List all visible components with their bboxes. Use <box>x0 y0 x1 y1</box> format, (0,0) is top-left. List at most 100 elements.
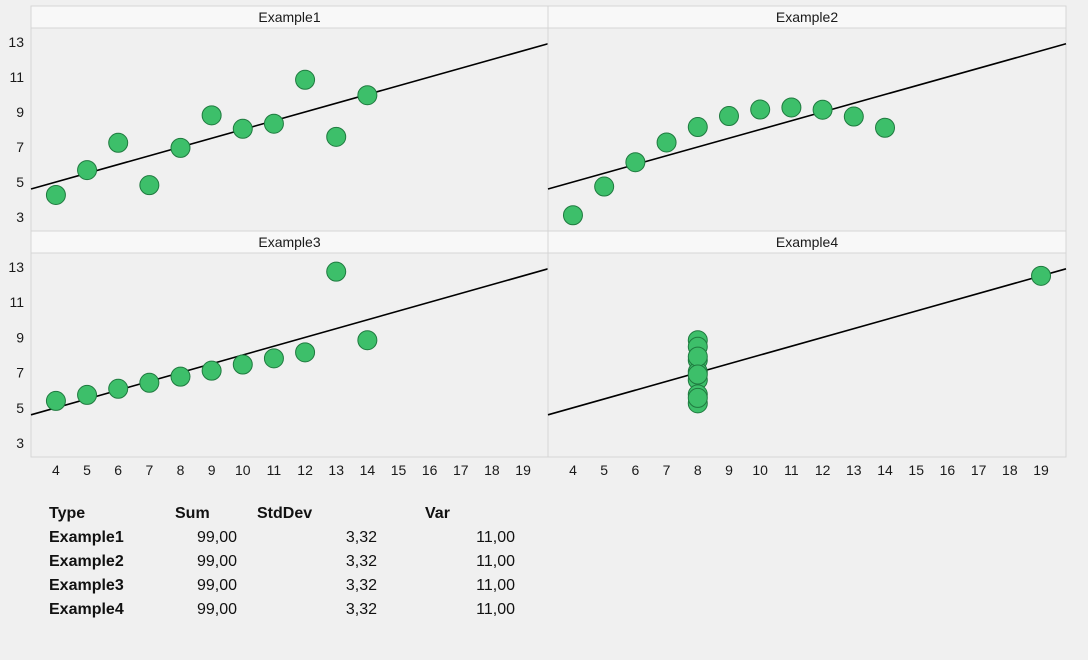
table-row: Example2 99,00 3,32 11,00 <box>49 550 515 574</box>
data-point <box>326 261 347 282</box>
x-tick-label: 17 <box>453 462 469 478</box>
x-tick-label: 9 <box>208 462 216 478</box>
data-point <box>326 126 347 147</box>
panel-example4: Example4 <box>547 230 1067 458</box>
x-tick-label: 16 <box>940 462 956 478</box>
summary-header-row: Type Sum StdDev Var <box>49 502 515 526</box>
trend-line <box>30 42 549 190</box>
x-tick-label: 16 <box>422 462 438 478</box>
data-point <box>201 105 222 126</box>
header-stddev: StdDev <box>257 505 313 522</box>
plot-area <box>30 252 549 458</box>
x-tick-label: 6 <box>631 462 639 478</box>
row-stddev: 3,32 <box>345 553 377 570</box>
x-tick-label: 6 <box>114 462 122 478</box>
trend-line <box>547 268 1067 416</box>
x-tick-label: 4 <box>52 462 60 478</box>
data-point <box>687 117 708 138</box>
x-tick-label: 15 <box>908 462 924 478</box>
table-row: Example3 99,00 3,32 11,00 <box>49 574 515 598</box>
x-tick-label: 18 <box>1002 462 1018 478</box>
data-point <box>357 85 378 106</box>
table-row: Example1 99,00 3,32 11,00 <box>49 526 515 550</box>
row-sum: 99,00 <box>196 601 237 618</box>
data-point <box>170 366 191 387</box>
data-point <box>139 175 160 196</box>
x-tick-label: 9 <box>725 462 733 478</box>
y-tick-label: 5 <box>16 400 24 416</box>
data-point <box>170 137 191 158</box>
y-tick-label: 7 <box>16 139 24 155</box>
data-point <box>656 132 677 153</box>
data-point <box>201 360 222 381</box>
panel-title: Example1 <box>258 9 320 25</box>
data-point <box>781 97 802 118</box>
y-tick-label: 5 <box>16 174 24 190</box>
x-tick-label: 14 <box>877 462 893 478</box>
x-tick-label: 17 <box>971 462 987 478</box>
table-row: Example4 99,00 3,32 11,00 <box>49 598 515 622</box>
data-point <box>687 387 708 408</box>
x-tick-label: 18 <box>484 462 500 478</box>
row-type: Example4 <box>49 601 124 618</box>
x-tick-label: 5 <box>83 462 91 478</box>
x-tick-label: 12 <box>815 462 831 478</box>
panel-title: Example3 <box>258 234 320 250</box>
x-tick-label: 8 <box>694 462 702 478</box>
panel-example1: Example1 <box>30 5 549 232</box>
x-tick-label: 13 <box>846 462 862 478</box>
data-point <box>687 364 708 385</box>
y-tick-label: 3 <box>16 209 24 225</box>
row-type: Example3 <box>49 577 124 594</box>
x-tick-label: 12 <box>297 462 313 478</box>
y-tick-label: 9 <box>16 104 24 120</box>
data-point <box>77 384 98 405</box>
header-var: Var <box>425 505 450 522</box>
y-tick-label: 9 <box>16 329 24 345</box>
data-point <box>1031 265 1052 286</box>
plot-area <box>547 27 1067 232</box>
x-tick-label: 10 <box>752 462 768 478</box>
y-tick-label: 3 <box>16 435 24 451</box>
header-type: Type <box>49 505 86 522</box>
row-var: 11,00 <box>476 529 515 546</box>
y-tick-label: 13 <box>8 259 24 275</box>
data-point <box>295 342 316 363</box>
x-tick-label: 5 <box>600 462 608 478</box>
x-tick-label: 15 <box>391 462 407 478</box>
y-tick-label: 7 <box>16 365 24 381</box>
row-sum: 99,00 <box>196 553 237 570</box>
data-point <box>843 106 864 127</box>
row-stddev: 3,32 <box>345 577 377 594</box>
row-sum: 99,00 <box>196 577 237 594</box>
x-tick-label: 7 <box>145 462 153 478</box>
data-point <box>263 113 284 134</box>
row-stddev: 3,32 <box>345 601 377 618</box>
row-stddev: 3,32 <box>345 529 377 546</box>
row-var: 11,00 <box>476 577 515 594</box>
data-point <box>357 330 378 351</box>
data-point <box>750 99 771 120</box>
header-sum: Sum <box>175 505 210 522</box>
data-point <box>295 69 316 90</box>
plot-area <box>30 27 549 232</box>
data-point <box>687 346 708 367</box>
data-point <box>232 354 253 375</box>
x-tick-label: 8 <box>177 462 185 478</box>
y-tick-label: 11 <box>9 294 24 310</box>
row-type: Example2 <box>49 553 124 570</box>
data-point <box>625 152 646 173</box>
data-point <box>139 372 160 393</box>
plot-area <box>547 252 1067 458</box>
x-tick-label: 19 <box>1033 462 1049 478</box>
data-point <box>875 117 896 138</box>
data-point <box>45 184 66 205</box>
x-tick-label: 7 <box>663 462 671 478</box>
x-tick-label: 4 <box>569 462 577 478</box>
y-tick-label: 11 <box>9 69 24 85</box>
data-point <box>77 160 98 181</box>
summary-table: Type Sum StdDev Var Example1 99,00 3,32 … <box>49 502 515 622</box>
x-tick-label: 19 <box>515 462 531 478</box>
data-point <box>562 205 583 226</box>
